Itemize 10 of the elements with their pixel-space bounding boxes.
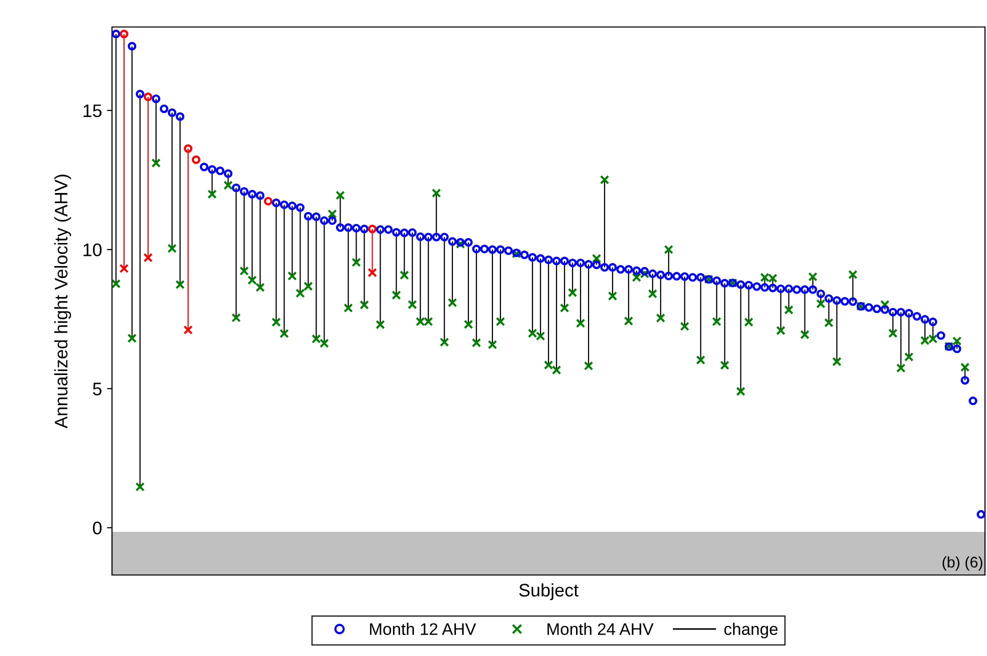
x-axis-title: Subject (519, 583, 578, 600)
y-tick-label: 0 (92, 522, 102, 534)
legend-label: Month 12 AHV (370, 622, 476, 636)
y-tick-label: 15 (84, 104, 102, 118)
annotation: (b) (6) (942, 556, 982, 571)
legend-label: change (724, 622, 778, 638)
legend-label: Month 24 AHV (548, 622, 654, 636)
y-tick-label: 10 (84, 243, 102, 256)
y-tick-label: 5 (92, 382, 102, 396)
y-axis-title: Annualized hight Velocity (AHV) (54, 174, 72, 428)
